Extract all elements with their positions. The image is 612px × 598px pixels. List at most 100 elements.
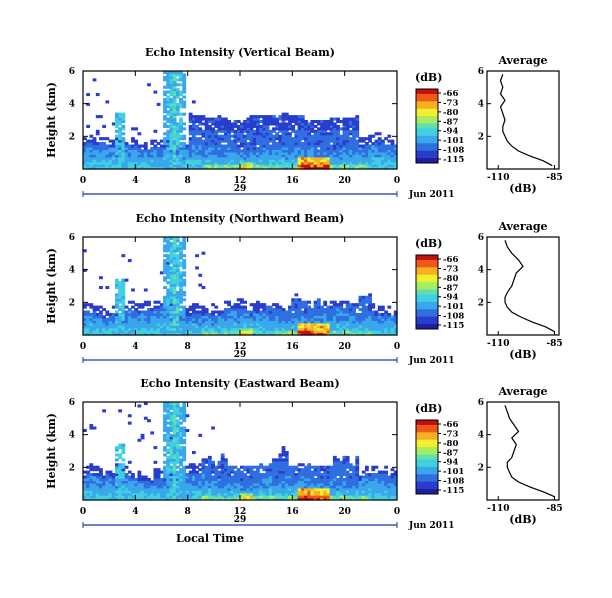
heatmap-cell	[262, 317, 267, 321]
heatmap-cell	[233, 475, 238, 479]
heatmap-cell	[259, 161, 264, 165]
heatmap-cell	[121, 495, 126, 499]
heatmap-cell	[358, 480, 363, 484]
heatmap-cell	[185, 465, 190, 469]
heatmap-cell	[217, 470, 222, 474]
heatmap-cell	[307, 144, 312, 148]
heatmap-cell	[272, 470, 276, 474]
heatmap-cell	[320, 497, 324, 501]
heatmap-cell	[227, 480, 231, 484]
heatmap-cell	[288, 477, 292, 481]
heatmap-cell	[358, 327, 363, 331]
heatmap-cell	[342, 482, 347, 486]
heatmap-cell	[310, 124, 315, 128]
heatmap-cell	[310, 470, 315, 474]
heatmap-cell	[182, 83, 187, 87]
heatmap-cell	[182, 146, 187, 150]
heatmap-cell	[265, 132, 270, 136]
heatmap-cell	[371, 325, 376, 329]
heatmap-cell	[175, 149, 180, 153]
heatmap-cell	[159, 315, 164, 319]
heatmap-cell	[307, 308, 312, 312]
heatmap-cell	[179, 453, 183, 457]
heatmap-cell	[204, 487, 209, 491]
heatmap-cell	[230, 308, 235, 312]
heatmap-cell	[272, 142, 276, 146]
heatmap-cell	[320, 465, 324, 469]
heatmap-cell	[118, 495, 123, 499]
heatmap-cell	[214, 492, 219, 496]
heatmap-cell	[329, 146, 334, 150]
heatmap-cell	[371, 312, 376, 316]
heatmap-cell	[284, 470, 289, 474]
heatmap-cell	[320, 305, 324, 309]
heatmap-cell	[342, 142, 347, 146]
heatmap-cell	[143, 492, 148, 496]
heatmap-cell	[150, 317, 155, 321]
heatmap-cell	[272, 485, 276, 489]
heatmap-cell	[153, 332, 158, 336]
heatmap-cell	[320, 134, 324, 138]
profile-x-tick-label: -85	[546, 504, 562, 514]
heatmap-cell	[252, 139, 257, 143]
y-axis-label: Height (km)	[45, 82, 58, 158]
date-suffix: Jun 2011	[408, 521, 455, 531]
heatmap-cell	[83, 159, 87, 163]
heatmap-cell	[288, 480, 292, 484]
heatmap-cell	[169, 322, 174, 326]
colorbar-segment	[416, 279, 438, 283]
heatmap-cell	[233, 166, 238, 170]
heatmap-cell	[316, 305, 321, 309]
heatmap-cell	[153, 473, 158, 477]
heatmap-cell	[243, 312, 247, 316]
heatmap-cell	[201, 154, 206, 158]
heatmap-cell	[163, 303, 167, 307]
heatmap-cell	[358, 492, 363, 496]
heatmap-cell	[182, 259, 187, 263]
heatmap-cell	[358, 315, 363, 319]
heatmap-cell	[201, 480, 206, 484]
heatmap-cell	[131, 325, 135, 329]
heatmap-cell	[233, 120, 238, 124]
heatmap-cell	[268, 159, 273, 163]
heatmap-cell	[83, 137, 87, 141]
heatmap-cell	[262, 117, 267, 121]
heatmap-cell	[169, 93, 174, 97]
heatmap-cell	[172, 251, 177, 255]
heatmap-cell	[262, 315, 267, 319]
heatmap-cell	[214, 487, 219, 491]
heatmap-cell	[169, 75, 174, 79]
heatmap-cell	[384, 161, 388, 165]
heatmap-cell	[207, 325, 212, 329]
heatmap-cell	[108, 497, 113, 501]
heatmap-cell	[393, 485, 398, 489]
heatmap-cell	[288, 139, 292, 143]
heatmap-cell	[313, 146, 318, 150]
heatmap-cell	[185, 487, 190, 491]
heatmap-cell	[364, 320, 369, 324]
heatmap-cell	[297, 137, 302, 141]
heatmap-cell	[169, 497, 174, 501]
heatmap-cell	[384, 146, 388, 150]
heatmap-cell	[169, 433, 174, 437]
heatmap-cell	[227, 129, 231, 133]
colorbar-segment	[416, 309, 438, 313]
heatmap-cell	[172, 254, 177, 258]
heatmap-cell	[102, 497, 107, 501]
heatmap-cell	[137, 151, 142, 155]
heatmap-cell	[268, 122, 273, 126]
heatmap-cell	[137, 149, 142, 153]
heatmap-cell	[115, 137, 119, 141]
heatmap-cell	[345, 134, 350, 138]
heatmap-cell	[387, 487, 392, 491]
heatmap-cell	[89, 312, 94, 316]
heatmap-cell	[390, 322, 395, 326]
heatmap-cell	[294, 477, 299, 481]
heatmap-cell	[223, 144, 228, 148]
heatmap-cell	[115, 122, 119, 126]
heatmap-cell	[195, 320, 199, 324]
heatmap-cell	[137, 146, 142, 150]
heatmap-cell	[207, 465, 212, 469]
heatmap-cell	[108, 161, 113, 165]
heatmap-cell	[127, 490, 132, 494]
